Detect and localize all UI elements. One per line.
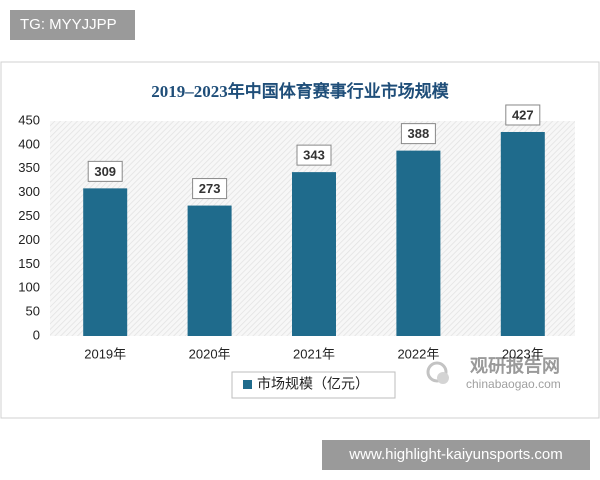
data-label: 427: [512, 107, 534, 122]
data-label: 309: [94, 164, 116, 179]
bar: [292, 172, 336, 336]
y-tick-label: 450: [18, 112, 40, 127]
data-label: 343: [303, 148, 325, 163]
x-tick-label: 2020年: [189, 346, 231, 361]
x-tick-label: 2022年: [397, 346, 439, 361]
data-label: 273: [199, 181, 221, 196]
footer-badge: www.highlight-kaiyunsports.com: [322, 440, 590, 470]
watermark-name: 观研报告网: [470, 355, 560, 376]
y-tick-label: 400: [18, 136, 40, 151]
watermark-logo: [426, 361, 449, 384]
bar: [396, 150, 441, 336]
x-tick-label: 2023年: [502, 346, 544, 361]
x-tick-label: 2021年: [293, 346, 335, 361]
y-tick-label: 350: [18, 160, 40, 175]
data-label-box: [87, 160, 123, 182]
bar: [500, 131, 545, 336]
y-tick-label: 200: [18, 232, 40, 247]
data-label-box: [296, 144, 332, 166]
bar: [83, 188, 128, 336]
y-tick-label: 150: [18, 256, 40, 271]
x-tick-label: 2019年: [84, 346, 126, 361]
legend-box: [231, 371, 396, 399]
legend-swatch: [243, 380, 252, 389]
y-tick-label: 0: [33, 327, 40, 342]
badge: TG: MYYJJPP: [10, 10, 135, 40]
y-tick-label: 250: [18, 208, 40, 223]
y-tick-label: 300: [18, 184, 40, 199]
data-label-box: [505, 104, 541, 126]
y-tick-label: 100: [18, 280, 40, 295]
chart-title: 2019–2023年中国体育赛事行业市场规模: [151, 81, 449, 101]
data-label-box: [192, 178, 228, 200]
data-label: 388: [408, 126, 430, 141]
legend-label: 市场规模（亿元）: [257, 376, 369, 392]
watermark-site: chinabaogao.com: [466, 377, 561, 391]
y-tick-label: 50: [26, 304, 40, 319]
bar: [187, 205, 232, 336]
data-label-box: [400, 123, 436, 145]
